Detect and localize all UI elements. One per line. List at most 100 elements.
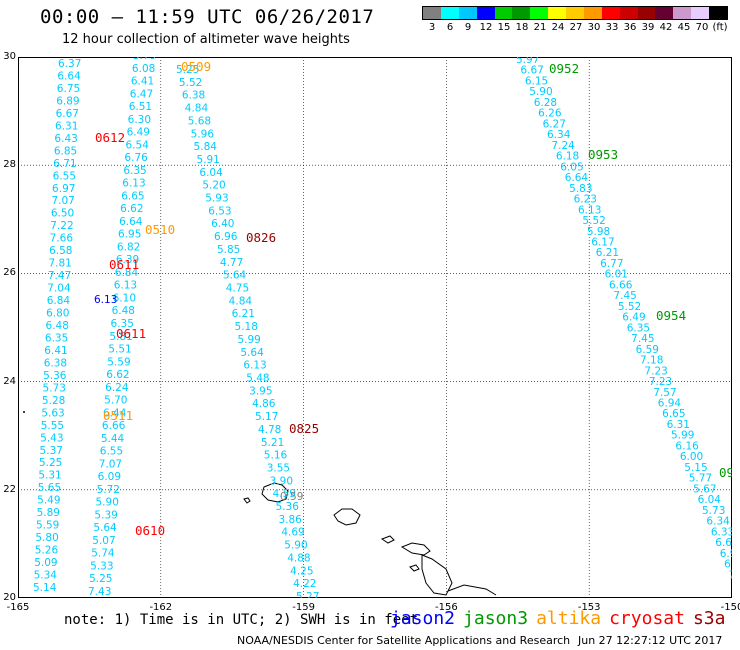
wave-height-value: 5.68 bbox=[188, 115, 211, 127]
pass-time-label: 0511 bbox=[103, 408, 133, 423]
wave-height-value: 6.65 bbox=[121, 190, 144, 202]
wave-height-value: 6.10 bbox=[113, 292, 136, 304]
wave-height-value: 5.39 bbox=[94, 509, 117, 521]
wave-height-value: 5.48 bbox=[246, 372, 269, 384]
wave-height-value: 5.31 bbox=[38, 470, 61, 482]
generated-timestamp: Jun 27 12:27:12 UTC 2017 bbox=[578, 634, 723, 647]
wave-height-value: 5.34 bbox=[34, 570, 58, 582]
wave-height-value: 7.45 bbox=[613, 290, 636, 302]
wave-height-value: 5.64 bbox=[240, 347, 264, 359]
wave-height-value: 6.59 bbox=[636, 344, 659, 356]
color-scale-cell bbox=[583, 7, 602, 19]
wave-height-value: 5.26 bbox=[35, 545, 59, 557]
wave-height-value: 5.25 bbox=[89, 573, 112, 585]
legend-entry-altika: altika bbox=[536, 608, 602, 629]
wave-height-value: 6.76 bbox=[124, 152, 148, 164]
wave-height-value: 5.36 bbox=[43, 370, 67, 382]
wave-height-value: 6.47 bbox=[130, 88, 153, 100]
page-subtitle: 12 hour collection of altimeter wave hei… bbox=[62, 32, 350, 47]
pass-time-label: 0825 bbox=[289, 421, 319, 436]
wave-height-value: 5.52 bbox=[179, 77, 202, 89]
wave-height-value: 5.14 bbox=[33, 582, 57, 594]
wave-height-value: 6.23 bbox=[574, 194, 597, 206]
latitude-tick-label: 26 bbox=[3, 267, 16, 279]
wave-height-value: 6.35 bbox=[627, 322, 650, 334]
wave-height-value: 5.43 bbox=[40, 432, 63, 444]
wave-height-value: 3.95 bbox=[249, 385, 272, 397]
wave-height-value: 5.59 bbox=[107, 356, 130, 368]
map-panel[interactable]: 6.37 6.64 6.75 6.89 6.67 6.31 6.43 6.85 6.71 6.55… bbox=[18, 57, 732, 598]
wave-height-value: 6.21 bbox=[596, 247, 619, 259]
wave-height-value: 6.60 bbox=[715, 537, 732, 549]
pass-time-label: 095 bbox=[719, 465, 732, 480]
wave-height-value: 6.34 bbox=[706, 516, 730, 528]
color-scale-cell bbox=[458, 7, 477, 19]
wave-height-value: 5.52 bbox=[582, 215, 605, 227]
wave-height-value: 6.95 bbox=[118, 229, 141, 241]
wave-height-value: 5.33 bbox=[90, 560, 113, 572]
wave-height-value: 5.18 bbox=[235, 321, 258, 333]
longitude-tick-label: -159 bbox=[292, 602, 315, 613]
wave-height-value: 5.20 bbox=[202, 180, 225, 192]
wave-height-value: 6.13 bbox=[578, 204, 601, 216]
color-scale-label: 24 bbox=[551, 22, 565, 33]
wave-height-value: 6.66 bbox=[609, 279, 633, 291]
wave-height-value: 5.73 bbox=[43, 382, 66, 394]
wave-height-value: 6.94 bbox=[658, 398, 682, 410]
color-scale-label: 39 bbox=[641, 22, 655, 33]
wave-height-value: 6.96 bbox=[214, 231, 238, 243]
wave-height-value: 6.67 bbox=[520, 65, 543, 77]
wave-height-value: 5.15 bbox=[684, 462, 707, 474]
island-outline bbox=[380, 535, 395, 544]
wave-height-value: 6.94 bbox=[720, 548, 732, 560]
wave-height-value: 6.53 bbox=[208, 205, 231, 217]
wave-height-value: 6.85 bbox=[54, 145, 77, 157]
wave-height-value: 6.44 bbox=[103, 407, 127, 419]
wave-height-value: 6.26 bbox=[538, 108, 562, 120]
wave-height-value: 7.57 bbox=[653, 387, 676, 399]
wave-height-value: 5.63 bbox=[41, 407, 64, 419]
wave-height-value: 6.31 bbox=[667, 419, 690, 431]
wave-height-value: 6.58 bbox=[49, 245, 72, 257]
color-scale-cell bbox=[530, 7, 549, 19]
satellite-legend: jason2 jason3 altika cryosat s3a bbox=[390, 608, 733, 629]
wave-height-value: 5.59 bbox=[36, 520, 59, 532]
wave-height-value: 5.49 bbox=[37, 495, 60, 507]
wave-height-value: 6.13 bbox=[114, 280, 137, 292]
latitude-tick-label: 28 bbox=[3, 159, 16, 171]
wave-height-value: 7.22 bbox=[50, 220, 73, 232]
longitude-tick-label: -165 bbox=[6, 602, 30, 613]
wave-height-value: 5.25 bbox=[176, 64, 199, 76]
footnote: note: 1) Time is in UTC; 2) SWH is in fe… bbox=[64, 612, 419, 628]
wave-height-value: 6.01 bbox=[605, 269, 628, 281]
wave-height-value: 5.65 bbox=[38, 482, 61, 494]
wave-height-value: 6.27 bbox=[543, 118, 566, 130]
legend-entry-jason2: jason2 bbox=[390, 608, 456, 629]
color-scale-label: 18 bbox=[515, 22, 529, 33]
color-scale-cell bbox=[423, 7, 441, 19]
wave-height-value: 7.07 bbox=[51, 195, 74, 207]
wave-height-value: 3.86 bbox=[278, 514, 302, 526]
wave-height-value: 5.70 bbox=[104, 395, 127, 407]
wave-height-value: 5.16 bbox=[264, 450, 288, 462]
wave-height-value: 5.44 bbox=[101, 433, 125, 445]
wave-height-value: 5.09 bbox=[34, 557, 57, 569]
wave-height-value: 6.08 bbox=[132, 63, 155, 75]
pass-time-label: 0612 bbox=[95, 130, 125, 145]
wave-height-value: 6.51 bbox=[129, 101, 152, 113]
wave-height-value: 6.71 bbox=[53, 158, 76, 170]
wave-height-value: 5.93 bbox=[205, 193, 228, 205]
color-scale-cell bbox=[566, 7, 584, 19]
color-scale-label: 9 bbox=[464, 22, 472, 33]
wave-height-value: 6.77 bbox=[600, 258, 623, 270]
wave-height-value: 4.84 bbox=[185, 103, 209, 115]
wave-height-value: 6.64 bbox=[57, 70, 81, 82]
wave-height-value: 6.28 bbox=[534, 97, 557, 109]
wave-height-value: 4.77 bbox=[220, 257, 243, 269]
wave-height-value: 5.25 bbox=[39, 457, 62, 469]
wave-height-value: 5.97 bbox=[516, 57, 539, 66]
wave-height-value: 5.90 bbox=[529, 86, 552, 98]
wave-height-value: 5.73 bbox=[702, 505, 725, 517]
wave-height-value: 5.80 bbox=[35, 532, 58, 544]
wave-height-value: 5.90 bbox=[96, 497, 119, 509]
